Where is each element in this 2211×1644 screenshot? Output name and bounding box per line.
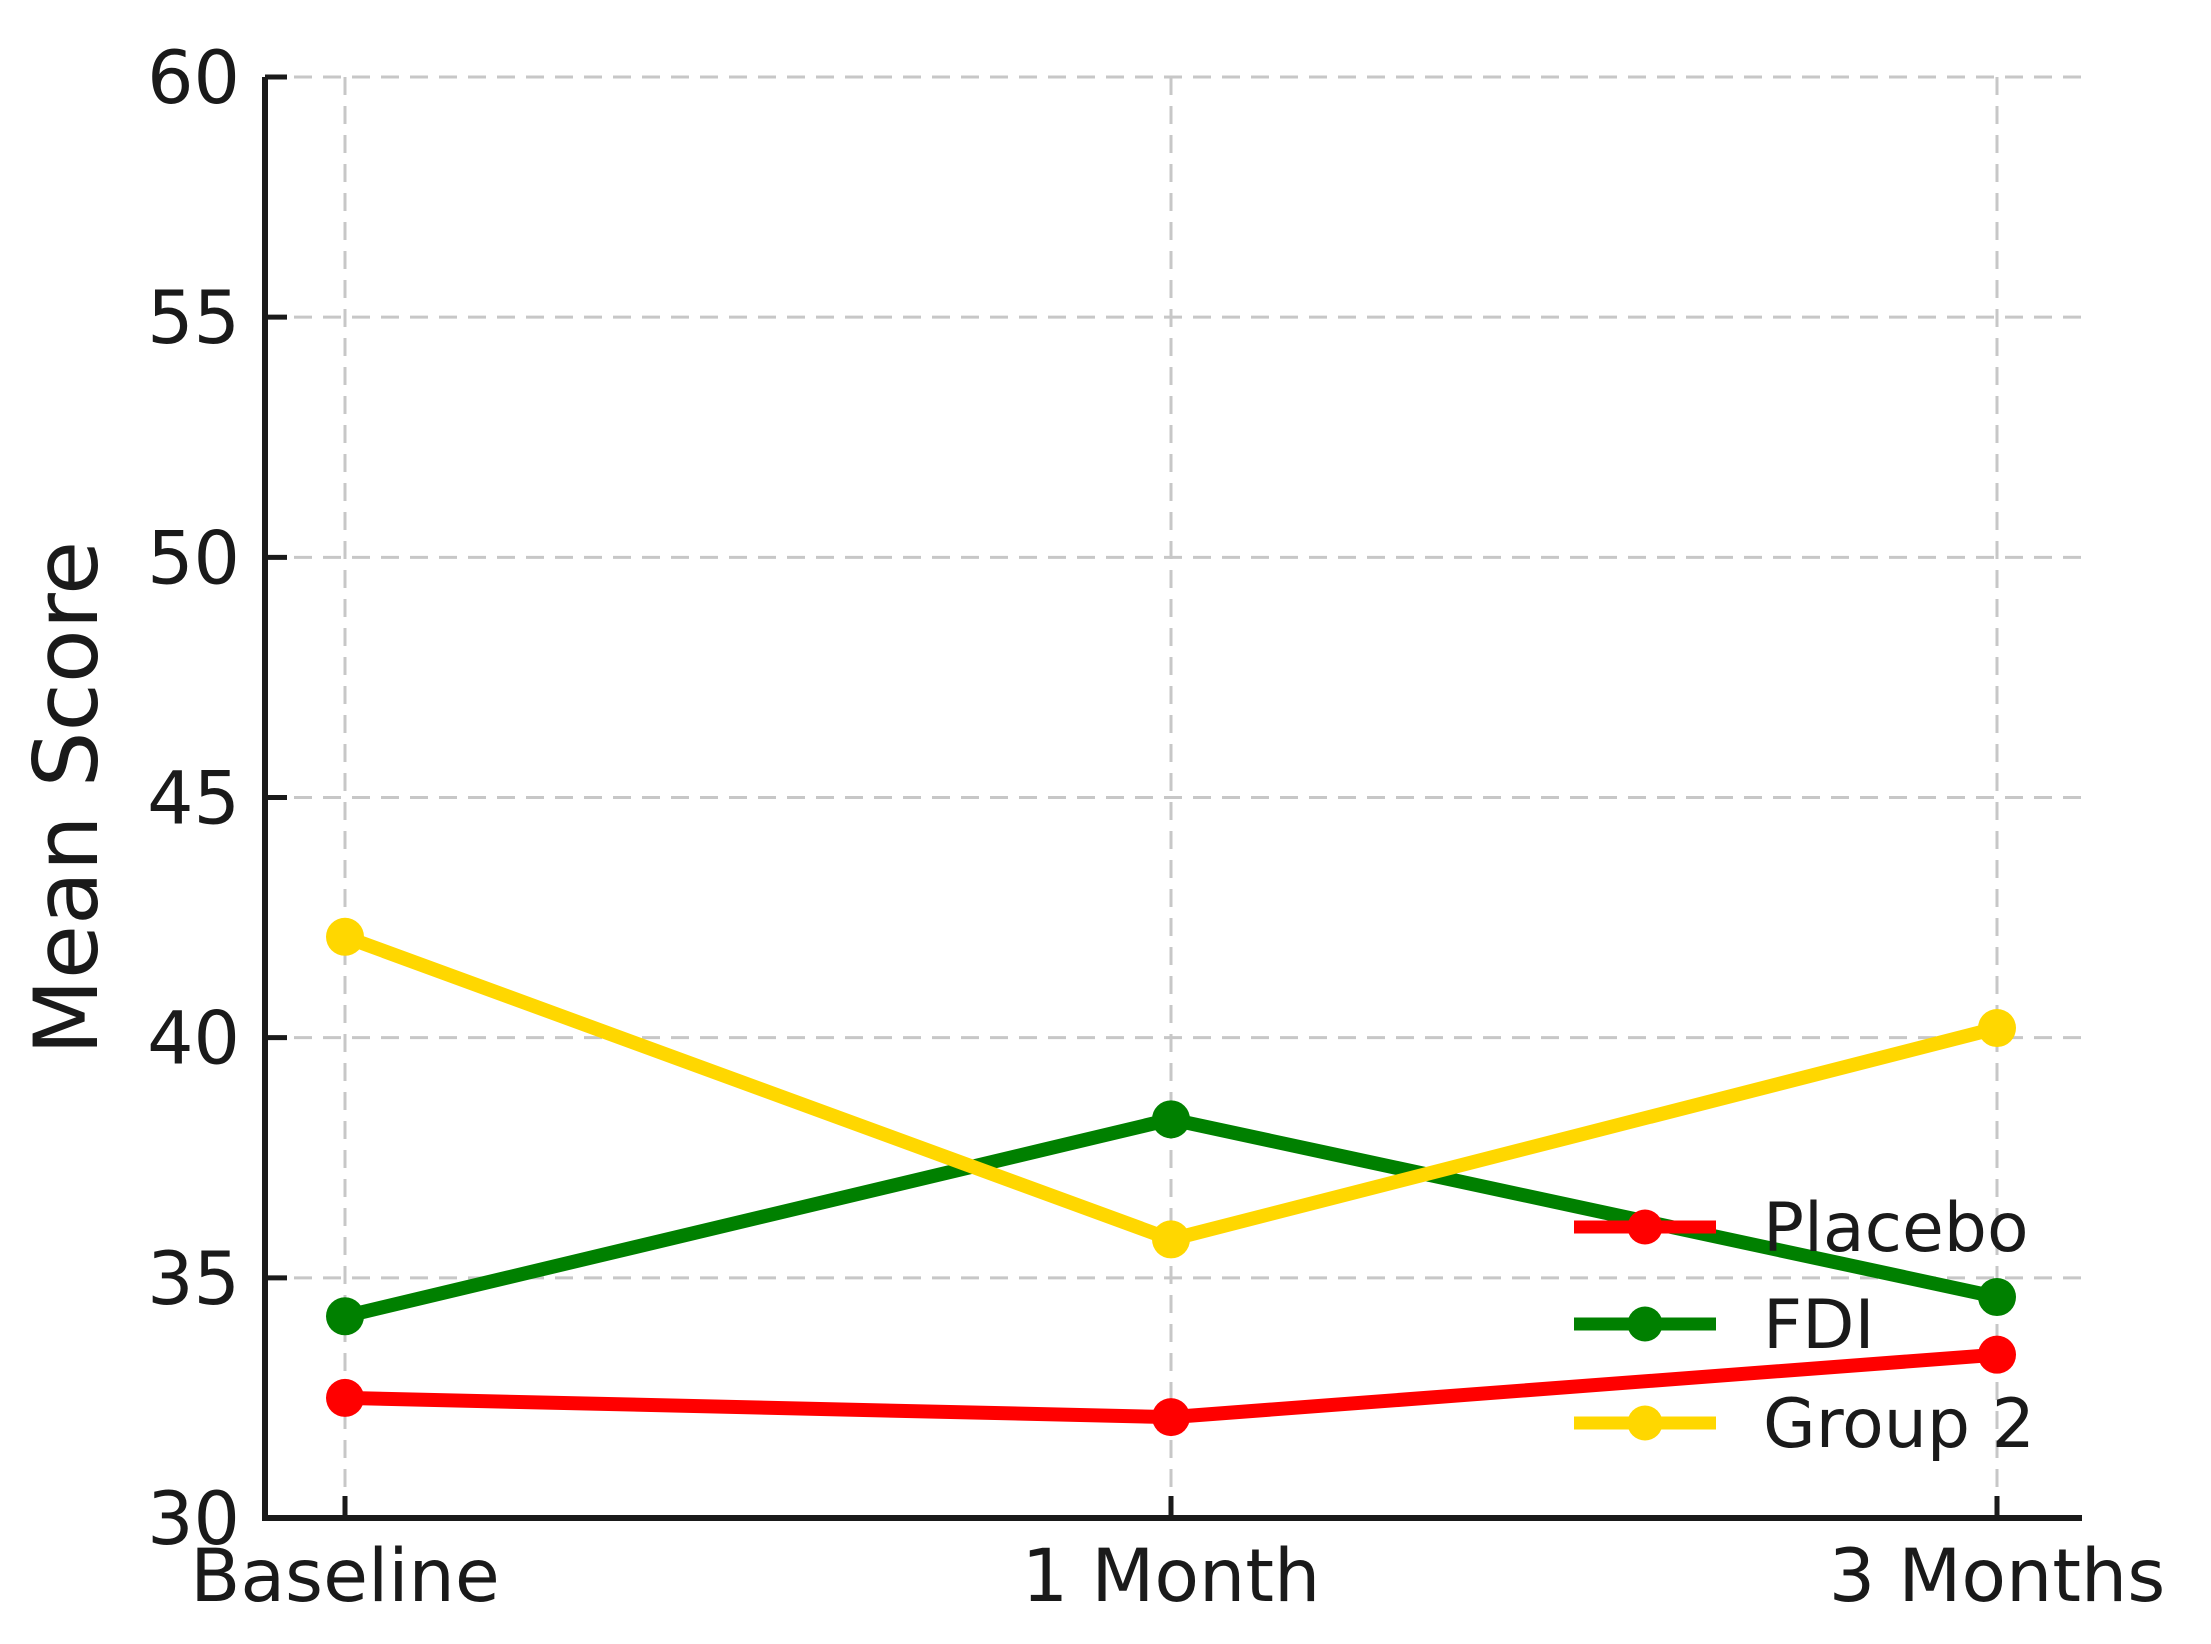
x-tick-label: Baseline (190, 1534, 500, 1619)
data-point-fdi (326, 1297, 364, 1336)
grid-layer (265, 75, 2082, 1520)
x-tick-label: 1 Month (1022, 1534, 1320, 1619)
data-point-fdi (1978, 1278, 2016, 1317)
x-tick-label: 3 Months (1829, 1534, 2165, 1619)
series-layer (326, 917, 2016, 1437)
axes-layer: 30 35 40 45 50 55 60 Baseline 1 Month 3 Months (147, 36, 2165, 1619)
legend-label: FDI (1763, 1286, 1875, 1365)
data-point-placebo (1152, 1398, 1190, 1437)
y-tick-label: 50 (147, 516, 240, 601)
legend-label: Placebo (1763, 1189, 2029, 1268)
legend-label: Group 2 (1763, 1385, 2035, 1464)
legend-layer: Placebo FDI Group 2 (1574, 1189, 2035, 1464)
data-point-fdi (1152, 1100, 1190, 1139)
y-axis-label: Mean Score (15, 541, 118, 1055)
legend-marker (1627, 1405, 1663, 1441)
y-tick-label: 30 (147, 1477, 240, 1562)
legend-marker (1627, 1209, 1663, 1245)
y-tick-label: 35 (147, 1237, 240, 1322)
data-point-placebo (1978, 1335, 2016, 1374)
y-tick-label: 55 (147, 276, 240, 361)
legend-marker (1627, 1306, 1663, 1342)
data-point-group-2 (1978, 1009, 2016, 1048)
y-tick-label: 40 (147, 997, 240, 1082)
y-tick-label: 45 (147, 757, 240, 842)
data-point-group-2 (326, 917, 364, 956)
data-point-group-2 (1152, 1220, 1190, 1259)
y-tick-label: 60 (147, 36, 240, 121)
data-point-placebo (326, 1378, 364, 1417)
